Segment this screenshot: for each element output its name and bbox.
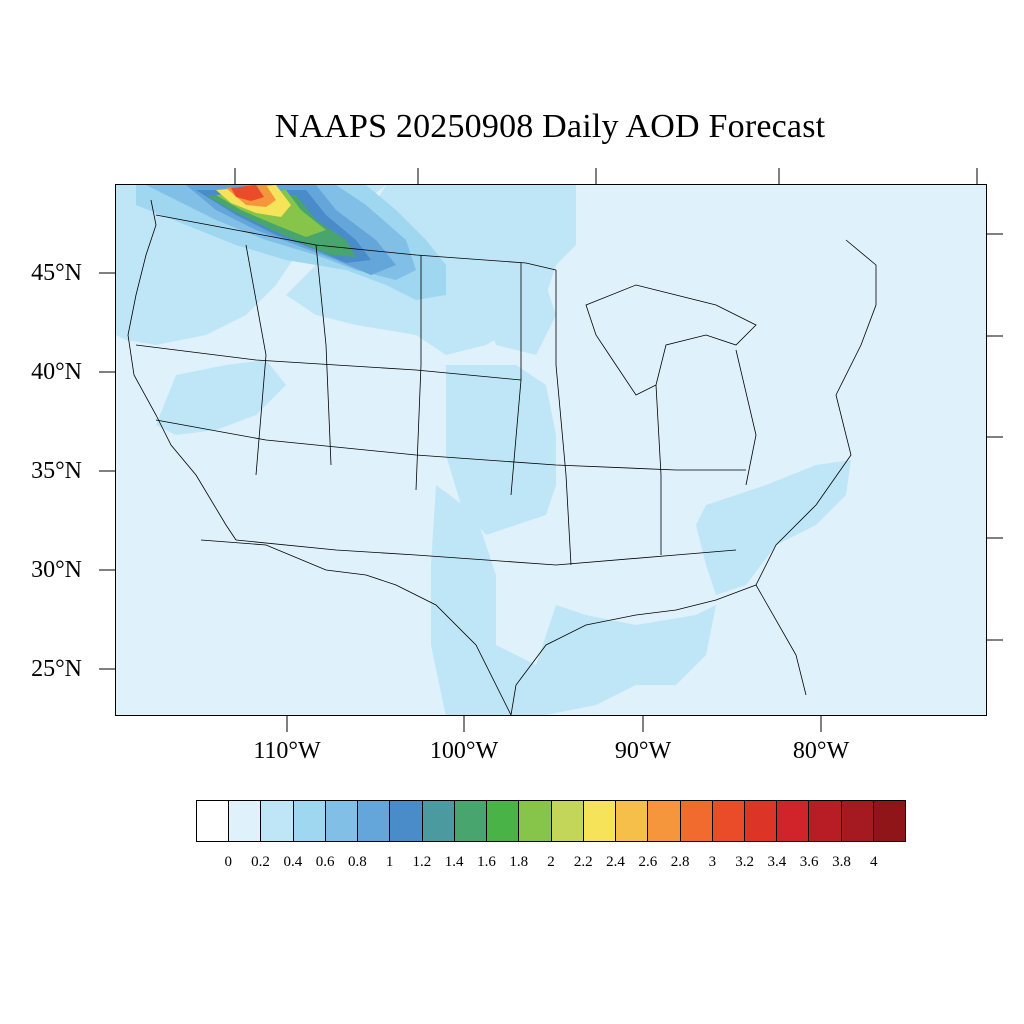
colorbar-tick-label: 1: [385, 854, 394, 870]
colorbar-swatch: [809, 801, 842, 841]
colorbar-swatch: [680, 801, 713, 841]
mexico-border: [200, 539, 512, 715]
colorbar-swatch: [519, 801, 552, 841]
aod-region-upper-midwest: [476, 225, 556, 355]
lat-label-45n: 45°N: [31, 260, 82, 286]
aod-region-plume-red: [231, 185, 264, 201]
colorbar-tick-label: 3: [708, 854, 717, 870]
aod-region-plains: [446, 365, 556, 535]
colorbar-swatch: [873, 801, 906, 841]
colorbar-tick-label: 0: [224, 854, 233, 870]
state-line-c: [415, 255, 422, 491]
colorbar-tick-label: 2: [547, 854, 555, 870]
colorbar-swatch: [293, 801, 326, 841]
colorbar-tick-label: 2.4: [606, 854, 625, 870]
lat-label-40n: 40°N: [31, 359, 82, 385]
colorbar-swatch: [583, 801, 617, 841]
colorbar-swatch: [777, 801, 810, 841]
colorbar-tick-label: 0.6: [315, 854, 335, 870]
lon-label-110w: 110°W: [253, 738, 321, 764]
colorbar-tick-label: 1.6: [477, 854, 496, 870]
colorbar-tick-label: 3.6: [799, 854, 819, 870]
colorbar-tick-label: 3.4: [767, 854, 787, 870]
colorbar: [196, 800, 906, 842]
colorbar-swatch: [841, 801, 874, 841]
state-line-g: [235, 539, 737, 566]
colorbar-tick-label: 2.2: [573, 854, 593, 870]
state-line-f: [155, 419, 746, 471]
colorbar-swatch: [325, 801, 359, 841]
state-line-h: [555, 270, 572, 566]
state-line-e: [135, 344, 522, 381]
colorbar-tick-label: 2.6: [638, 854, 658, 870]
lon-label-100w: 100°W: [429, 738, 499, 764]
state-line-b: [315, 244, 332, 466]
lat-label-25n: 25°N: [31, 656, 82, 682]
colorbar-swatch: [197, 801, 230, 841]
colorbar-tick-label: 1.8: [509, 854, 529, 870]
map-panel: [115, 184, 987, 716]
map-title: NAAPS 20250908 Daily AOD Forecast: [274, 108, 826, 145]
state-line-j: [735, 349, 757, 486]
colorbar-swatch: [648, 801, 681, 841]
colorbar-tick-label: 1.4: [444, 854, 464, 870]
great-lakes-outline: [585, 284, 757, 396]
colorbar-tick-label: 0.4: [283, 854, 303, 870]
aod-region-southeast: [696, 460, 851, 595]
colorbar-swatch: [487, 801, 520, 841]
lat-label-30n: 30°N: [31, 557, 82, 583]
gulf-coast-line: [510, 584, 757, 715]
state-line-i: [655, 384, 662, 555]
colorbar-swatch: [744, 801, 778, 841]
colorbar-tick-label: 4: [869, 854, 878, 870]
colorbar-swatch: [390, 801, 423, 841]
colorbar-tick-label: 2.8: [670, 854, 690, 870]
west-coast-line: [127, 199, 237, 541]
colorbar-tick-label: 3.8: [832, 854, 851, 870]
aod-region-great-basin: [156, 360, 286, 435]
colorbar-tick-label: 0.2: [251, 854, 270, 870]
colorbar-tick-label: 3.2: [735, 854, 754, 870]
state-line-a: [245, 244, 267, 476]
colorbar-swatch: [229, 801, 262, 841]
map-canvas: [116, 185, 877, 715]
colorbar-swatch: [358, 801, 391, 841]
colorbar-tick-label: 1.2: [412, 854, 432, 870]
lon-label-90w: 90°W: [614, 738, 672, 764]
aod-region-pacific-northwest: [116, 185, 386, 345]
east-coast-line: [755, 239, 877, 696]
lat-label-35n: 35°N: [31, 458, 82, 484]
political-boundaries: [127, 199, 877, 715]
colorbar-swatch: [712, 801, 745, 841]
lon-label-80w: 80°W: [792, 738, 850, 764]
colorbar-swatch: [551, 801, 584, 841]
aod-shading: [116, 185, 851, 715]
colorbar-swatch: [422, 801, 455, 841]
colorbar-swatch: [454, 801, 488, 841]
aod-region-texas: [431, 485, 716, 715]
colorbar-tick-label: 0.8: [347, 854, 367, 870]
canada-us-border: [155, 214, 557, 271]
colorbar-swatch: [261, 801, 294, 841]
colorbar-swatch: [616, 801, 649, 841]
